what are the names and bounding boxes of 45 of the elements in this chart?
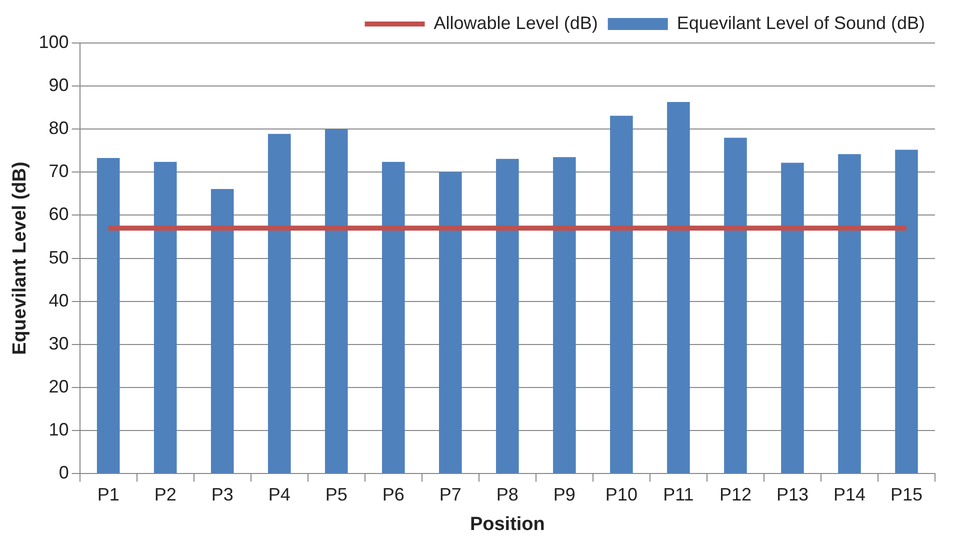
x-tick-label: P2 [154, 484, 176, 504]
x-tick-label: P7 [439, 484, 462, 504]
x-tick-label: P10 [605, 484, 638, 504]
y-tick-label: 10 [48, 420, 69, 440]
bar [553, 157, 576, 474]
y-tick-label: 90 [48, 75, 69, 96]
x-axis-title: Position [470, 514, 545, 535]
bar [838, 154, 861, 474]
bar [324, 129, 348, 474]
y-tick-label: 30 [48, 333, 69, 354]
bar [96, 158, 120, 474]
bar [154, 162, 177, 474]
x-tick-label: P12 [719, 484, 752, 504]
bar [781, 162, 804, 474]
bar [210, 188, 234, 474]
x-tick-label: P6 [382, 484, 404, 504]
y-tick-label: 70 [48, 161, 69, 182]
bar [439, 172, 462, 474]
x-tick-label: P15 [890, 484, 923, 504]
bar [724, 138, 747, 474]
bar [610, 116, 633, 474]
legend-label: Equevilant Level of Sound (dB) [676, 12, 926, 33]
y-axis-title: Equevilant Level (dB) [10, 162, 31, 355]
x-tick-label: P4 [268, 484, 290, 504]
y-tick-label: 40 [48, 290, 69, 310]
y-tick-label: 60 [48, 204, 69, 224]
y-tick-label: 20 [48, 376, 69, 396]
y-tick-label: 100 [38, 32, 69, 52]
bar [382, 162, 405, 474]
x-tick-label: P5 [325, 484, 348, 504]
x-tick-label: P13 [776, 484, 808, 504]
x-tick-label: P11 [663, 484, 694, 504]
x-tick-label: P3 [211, 484, 234, 504]
bar [895, 150, 918, 474]
y-tick-label: 50 [48, 247, 69, 268]
legend-label: Allowable Level (dB) [434, 12, 598, 33]
bar [496, 158, 519, 474]
y-tick-label: 80 [48, 118, 69, 138]
x-tick-label: P8 [496, 484, 518, 504]
bar [667, 102, 690, 474]
x-tick-label: P9 [553, 484, 576, 504]
x-tick-label: P1 [97, 484, 120, 504]
x-tick-label: P14 [833, 484, 866, 504]
y-tick-label: 0 [58, 462, 69, 483]
bar [268, 134, 291, 474]
